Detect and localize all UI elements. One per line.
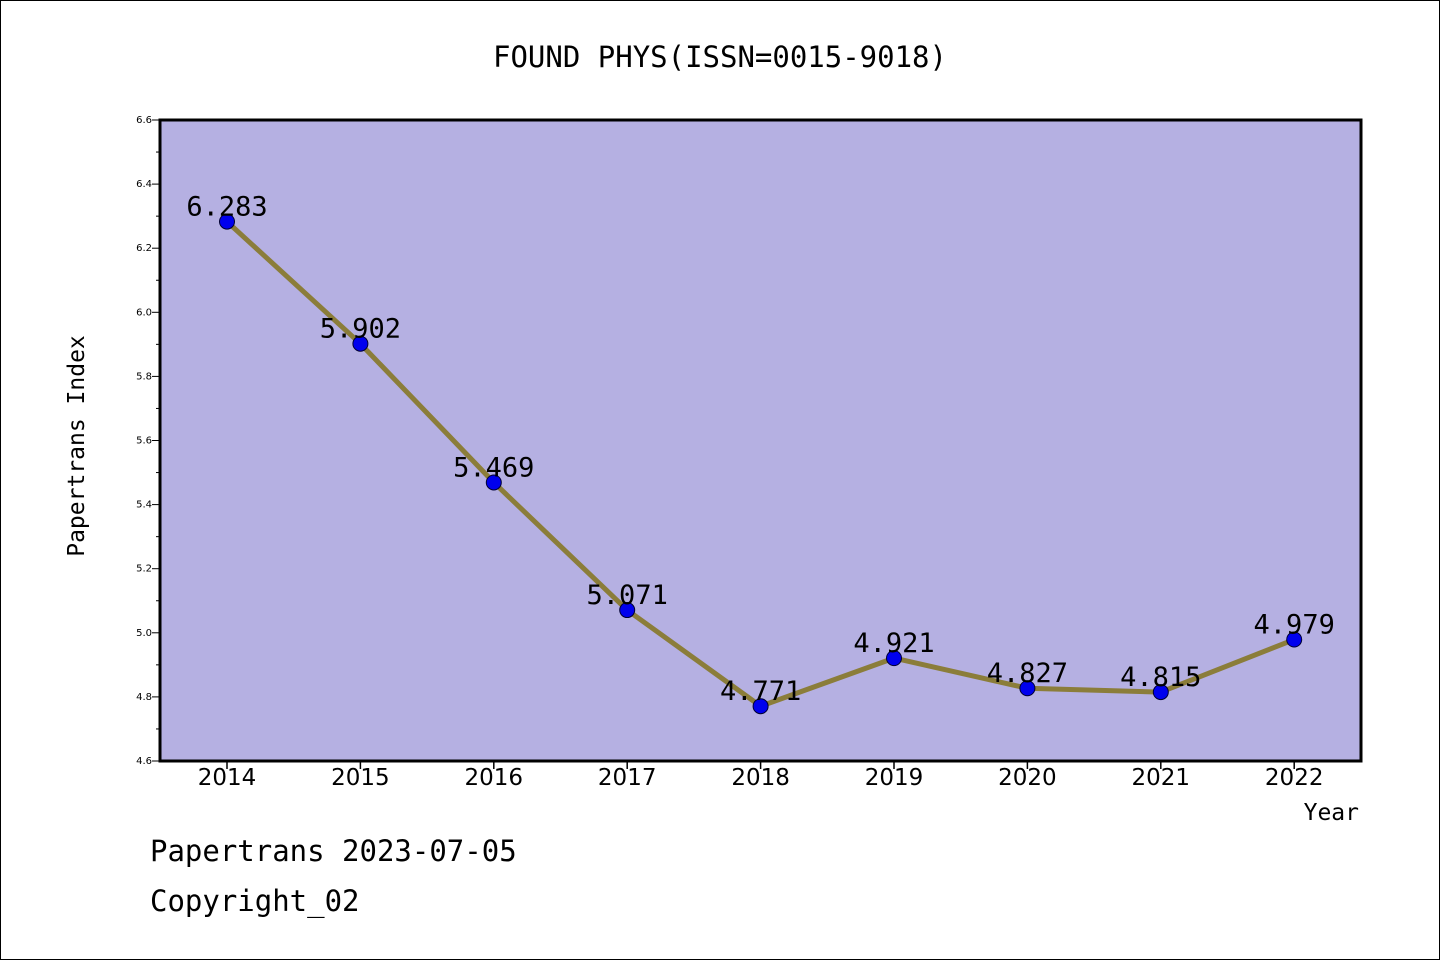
y-axis-label: Papertrans Index <box>64 335 90 557</box>
y-tick-label: 5.6 <box>136 436 152 447</box>
data-point <box>352 335 369 352</box>
chart-title: FOUND PHYS(ISSN=0015-9018) <box>493 40 947 74</box>
y-tick-label: 6.6 <box>136 115 152 126</box>
data-label: 5.469 <box>453 452 534 483</box>
data-label: 4.771 <box>720 676 801 707</box>
y-tick-label: 6.0 <box>136 307 152 318</box>
data-point <box>886 650 902 667</box>
x-tick-label: 2021 <box>1132 765 1191 791</box>
footer-copyright: Copyright_02 <box>150 884 360 918</box>
data-point <box>752 698 769 715</box>
y-tick-label: 4.6 <box>136 756 152 767</box>
y-tick-label: 6.4 <box>136 179 152 190</box>
y-tick-label: 5.0 <box>136 628 152 639</box>
footer-source-date: Papertrans 2023-07-05 <box>150 834 517 868</box>
x-tick-label: 2015 <box>331 765 390 791</box>
x-tick-label: 2016 <box>465 765 524 791</box>
data-point <box>619 602 636 619</box>
x-tick-label: 2019 <box>865 765 924 791</box>
y-tick-label: 5.4 <box>136 500 152 511</box>
x-tick-label: 2014 <box>198 765 257 791</box>
data-point <box>219 213 235 230</box>
x-tick-label: 2020 <box>998 765 1057 791</box>
data-point <box>1286 631 1303 648</box>
data-label: 4.921 <box>853 628 934 659</box>
data-label: 5.071 <box>587 580 668 611</box>
x-axis-label: Year <box>1304 800 1359 826</box>
y-tick-label: 5.2 <box>136 564 152 575</box>
y-tick-label: 4.8 <box>136 692 152 703</box>
y-tick-label: 6.2 <box>136 243 152 254</box>
x-tick-label: 2018 <box>731 765 790 791</box>
plot-area <box>158 118 1363 763</box>
data-label: 4.979 <box>1254 610 1335 641</box>
data-markers <box>219 213 1303 715</box>
y-tick-label: 5.8 <box>136 371 152 382</box>
x-tick-label: 2017 <box>598 765 657 791</box>
data-label: 5.902 <box>320 314 401 345</box>
data-label: 6.283 <box>186 192 267 223</box>
data-point <box>1152 684 1169 701</box>
x-axis-ticks: 2014 2015 2016 2017 2018 2019 2020 2021 2022 <box>198 761 1324 791</box>
data-labels: 6.283 5.902 5.469 5.071 4.771 4.921 4.827 4.815… <box>186 192 1334 708</box>
data-point <box>485 474 502 491</box>
data-point <box>1019 680 1036 697</box>
y-axis-ticks: 4.6 4.8 5.0 5.2 5.4 5.6 5.8 6.0 6.2 6.4 6.6 <box>136 115 160 767</box>
x-tick-label: 2022 <box>1265 765 1324 791</box>
data-label: 4.815 <box>1120 662 1201 693</box>
data-label: 4.827 <box>987 658 1068 689</box>
